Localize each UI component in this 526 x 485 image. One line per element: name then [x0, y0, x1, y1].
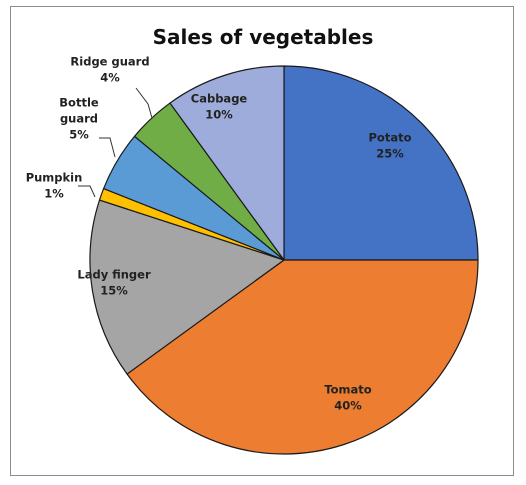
chart-title: Sales of vegetables — [153, 25, 374, 49]
data-label-ridge-guard: Ridge guard 4% — [70, 55, 149, 85]
data-label-potato: Potato 25% — [369, 131, 412, 161]
leader-lines — [78, 87, 153, 198]
data-label-percent: 15% — [100, 284, 128, 298]
data-label-category: Bottle — [59, 96, 99, 110]
data-labels: Potato 25% Tomato 40% Lady finger 15% Pumpkin 1… — [26, 55, 412, 413]
data-label-percent: 40% — [334, 399, 362, 413]
data-label-percent: 25% — [376, 147, 404, 161]
data-label-percent: 4% — [100, 71, 120, 85]
data-label-category: Ridge guard — [70, 55, 149, 69]
pie-slice-cabbage — [169, 65, 285, 261]
pie-slice-lady-finger — [89, 199, 285, 375]
data-label-tomato: Tomato 40% — [324, 383, 371, 413]
pie-slice-tomato — [126, 259, 479, 455]
data-label-percent: 10% — [205, 108, 233, 122]
data-label-category: Tomato — [324, 383, 371, 397]
data-label-pumpkin: Pumpkin 1% — [26, 171, 83, 201]
pie-slice-potato — [283, 65, 479, 261]
data-label-lady-finger: Lady finger 15% — [77, 268, 151, 298]
pie-slices — [89, 65, 479, 455]
data-label-cabbage: Cabbage 10% — [191, 92, 248, 122]
data-label-category: Cabbage — [191, 92, 248, 106]
leader-line-ridge-guard — [135, 87, 153, 119]
data-label-category: Pumpkin — [26, 171, 83, 185]
leader-line-bottle-guard — [99, 137, 116, 158]
data-label-category: guard — [60, 112, 98, 126]
data-label-percent: 5% — [69, 128, 89, 142]
data-label-percent: 1% — [44, 187, 64, 201]
data-label-category: Potato — [369, 131, 412, 145]
data-label-bottle-guard: Bottle guard 5% — [59, 96, 99, 142]
leader-line-pumpkin — [78, 185, 96, 198]
data-label-category: Lady finger — [77, 268, 151, 282]
